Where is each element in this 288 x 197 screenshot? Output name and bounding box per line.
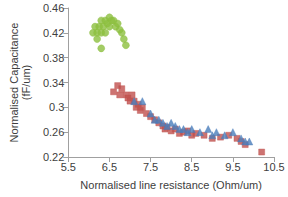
svg-text:0.3: 0.3: [49, 101, 64, 113]
svg-text:(fF/um): (fF/um): [20, 65, 32, 100]
svg-text:0.34: 0.34: [43, 77, 64, 89]
svg-text:Normalised Capacitance: Normalised Capacitance: [8, 23, 20, 143]
svg-text:Normalised line resistance (Oh: Normalised line resistance (Ohm/um): [80, 179, 262, 191]
svg-text:0.22: 0.22: [42, 151, 65, 163]
svg-text:10.5: 10.5: [263, 161, 284, 173]
svg-text:7.5: 7.5: [143, 161, 158, 173]
svg-text:0.46: 0.46: [43, 2, 64, 14]
svg-text:0.42: 0.42: [43, 27, 64, 39]
svg-text:0.38: 0.38: [43, 52, 64, 64]
svg-text:5.5: 5.5: [61, 161, 76, 173]
svg-text:9.5: 9.5: [225, 161, 240, 173]
svg-text:6.5: 6.5: [102, 161, 117, 173]
svg-text:8.5: 8.5: [184, 161, 199, 173]
svg-text:0.26: 0.26: [43, 126, 64, 138]
